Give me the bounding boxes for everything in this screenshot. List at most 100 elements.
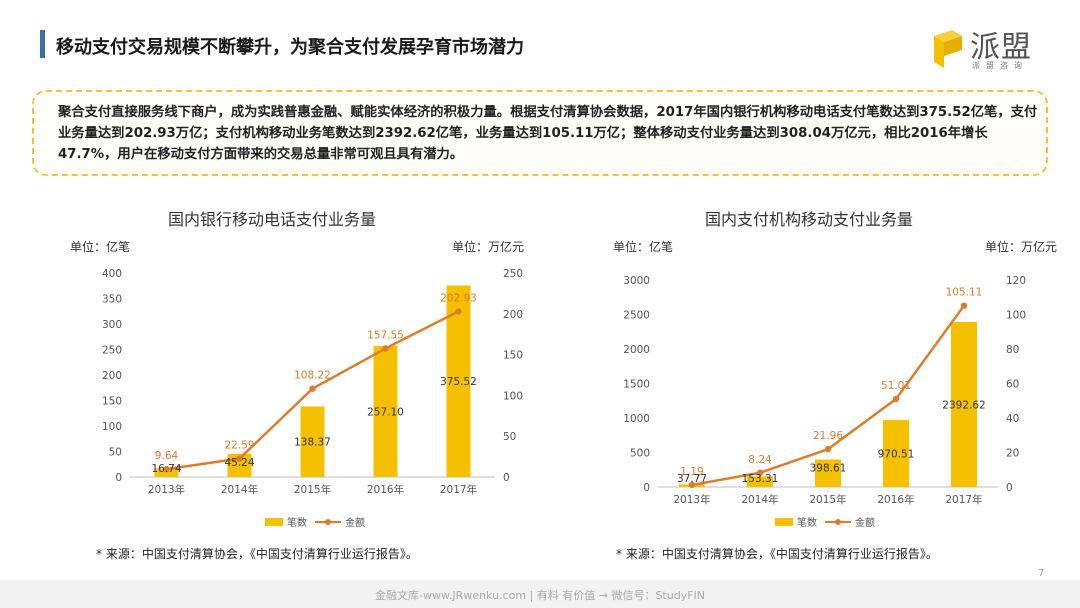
footer-bar: 金融文库-www.JRwenku.com | 有料 有价值 → 微信号：Stud… [0, 580, 1080, 608]
chart1-category-label: 2016年 [367, 483, 404, 496]
chart1-right-unit: 单位：万亿元 [452, 240, 525, 254]
chart2-line-point [688, 481, 696, 489]
chart2-left-tick: 500 [630, 448, 650, 460]
chart1-bar-value-label: 375.52 [440, 376, 477, 388]
chart1-line-value-label: 9.64 [155, 450, 179, 462]
chart1-bar [154, 468, 179, 477]
chart2-line-point [756, 469, 764, 476]
chart1-left-tick: 200 [102, 370, 122, 382]
chart2-bar-value-label: 37.77 [677, 473, 707, 485]
logo-subtitle: 派盟咨询 [972, 61, 1028, 70]
chart2-category-label: 2015年 [809, 493, 846, 506]
chart2-right-tick: 20 [1006, 448, 1019, 460]
chart2-line-series [691, 304, 966, 487]
chart1-category-label: 2015年 [294, 483, 331, 496]
chart2-legend-line-label: 金额 [855, 516, 875, 529]
chart1-left-tick: 400 [102, 268, 122, 280]
chart1-line-point [455, 308, 462, 315]
chart2-right-tick: 40 [1006, 413, 1019, 425]
chart1-line-value-label: 157.55 [367, 329, 404, 341]
chart2-legend-bar-label: 笔数 [797, 516, 817, 529]
chart2-bar-value-label: 398.61 [810, 462, 847, 474]
chart2-line-point [960, 302, 968, 309]
chart2-source: * 来源：中国支付清算协会，《中国支付清算行业运行报告》。 [616, 547, 938, 561]
title-accent-bar [40, 30, 45, 58]
chart1-title: 国内银行移动电话支付业务量 [168, 210, 377, 229]
page-title: 移动支付交易规模不断攀升，为聚合支付发展孕育市场潜力 [56, 37, 524, 58]
chart2-line-value-label: 21.96 [813, 430, 843, 442]
chart1-legend-bar-swatch [265, 518, 283, 526]
chart2-left-tick: 1500 [623, 379, 650, 391]
chart1-bar-value-label: 257.10 [367, 406, 404, 418]
summary-box: 聚合支付直接服务线下商户，成为实践普惠金融、赋能实体经济的积极力量。根据支付清算… [32, 90, 1048, 176]
chart2-right-tick: 60 [1006, 379, 1019, 391]
chart1-left-tick: 150 [102, 396, 122, 408]
chart1-line-value-label: 108.22 [294, 370, 331, 382]
chart2-category-label: 2017年 [945, 493, 982, 506]
chart2-legend-bar-swatch [775, 518, 793, 526]
chart2-left-tick: 1000 [623, 413, 650, 425]
chart2-right-tick: 0 [1006, 482, 1013, 494]
chart2-line-value-label: 51.01 [881, 380, 911, 392]
chart2-legend-line-marker [835, 519, 841, 525]
chart1-legend-line-label: 金额 [345, 516, 365, 529]
chart2-left-tick: 0 [643, 482, 650, 494]
chart1-line-point [309, 385, 316, 392]
chart1-bar [373, 345, 398, 477]
chart2-line-value-label: 8.24 [748, 454, 772, 466]
chart1-source: * 来源：中国支付清算协会，《中国支付清算行业运行报告》。 [96, 547, 418, 561]
logo-cube-icon [934, 30, 962, 68]
chart1-line-point [382, 345, 389, 352]
chart2-bar-value-label: 970.51 [878, 449, 915, 461]
chart2-left-tick: 2500 [623, 310, 650, 322]
chart2-bar [951, 321, 977, 487]
chart2-category-label: 2016年 [877, 493, 914, 506]
chart1-line-value-label: 202.93 [440, 292, 477, 304]
chart1-bar-value-label: 16.74 [151, 463, 181, 475]
chart1-line-point [163, 465, 170, 473]
chart2-category-label: 2014年 [741, 493, 778, 506]
chart1-category-label: 2017年 [440, 483, 477, 496]
chart1-right-tick: 200 [503, 309, 523, 321]
chart1-left-tick: 100 [102, 421, 122, 433]
chart1-left-tick: 350 [102, 294, 122, 306]
chart1-legend-bar-label: 笔数 [287, 516, 307, 529]
chart1-left-unit: 单位：亿笔 [70, 240, 131, 254]
chart1-right-tick: 150 [503, 350, 523, 362]
chart1-plot: 0 50 100 150 200 250 300 350 400 0 50 100 150 200 250 2… [102, 268, 523, 529]
chart2-bar [883, 420, 909, 487]
chart2-line-point [892, 395, 900, 403]
chart2-left-tick: 3000 [623, 275, 650, 287]
chart1-left-tick: 50 [109, 447, 122, 459]
chart1-left-tick: 250 [102, 345, 122, 357]
chart2-left-unit: 单位：亿笔 [613, 240, 674, 254]
chart2-line-value-label: 1.19 [680, 466, 703, 478]
chart2-right-tick: 80 [1006, 344, 1019, 356]
chart1-left-tick: 300 [102, 319, 122, 331]
chart1-right-tick: 100 [503, 390, 523, 402]
chart2-line-point [824, 445, 832, 453]
chart1-legend-line-marker [325, 519, 331, 525]
chart2-right-tick: 100 [1006, 310, 1026, 322]
chart1-right-tick: 250 [503, 268, 523, 280]
chart2-plot: 0 500 1000 1500 2000 2500 3000 0 20 40 60 80 100 120 2… [623, 275, 1026, 529]
chart1-right-tick: 50 [503, 431, 516, 443]
chart2-right-unit: 单位：万亿元 [985, 240, 1058, 254]
chart1-bar-value-label: 45.24 [224, 457, 254, 469]
chart2-right-tick: 120 [1006, 275, 1026, 287]
chart1-bar-value-label: 138.37 [294, 437, 331, 449]
chart2-bar-value-label: 153.31 [742, 473, 779, 485]
footer-text: 金融文库-www.JRwenku.com | 有料 有价值 → 微信号：Stud… [374, 589, 706, 602]
chart1-line-value-label: 22.59 [224, 440, 254, 452]
chart2-bar-value-label: 2392.62 [942, 399, 985, 411]
chart2-bar [747, 476, 773, 487]
chart1-category-label: 2014年 [221, 483, 258, 496]
logo-text: 派盟 [970, 30, 1032, 65]
summary-text: 聚合支付直接服务线下商户，成为实践普惠金融、赋能实体经济的积极力量。根据支付清算… [58, 105, 1038, 162]
chart2-left-tick: 2000 [623, 344, 650, 356]
chart1-left-tick: 0 [115, 472, 122, 484]
chart1-bar [446, 285, 471, 477]
chart2-category-label: 2013年 [673, 493, 710, 506]
chart1-category-label: 2013年 [148, 483, 185, 496]
page-number: 7 [1038, 568, 1045, 579]
